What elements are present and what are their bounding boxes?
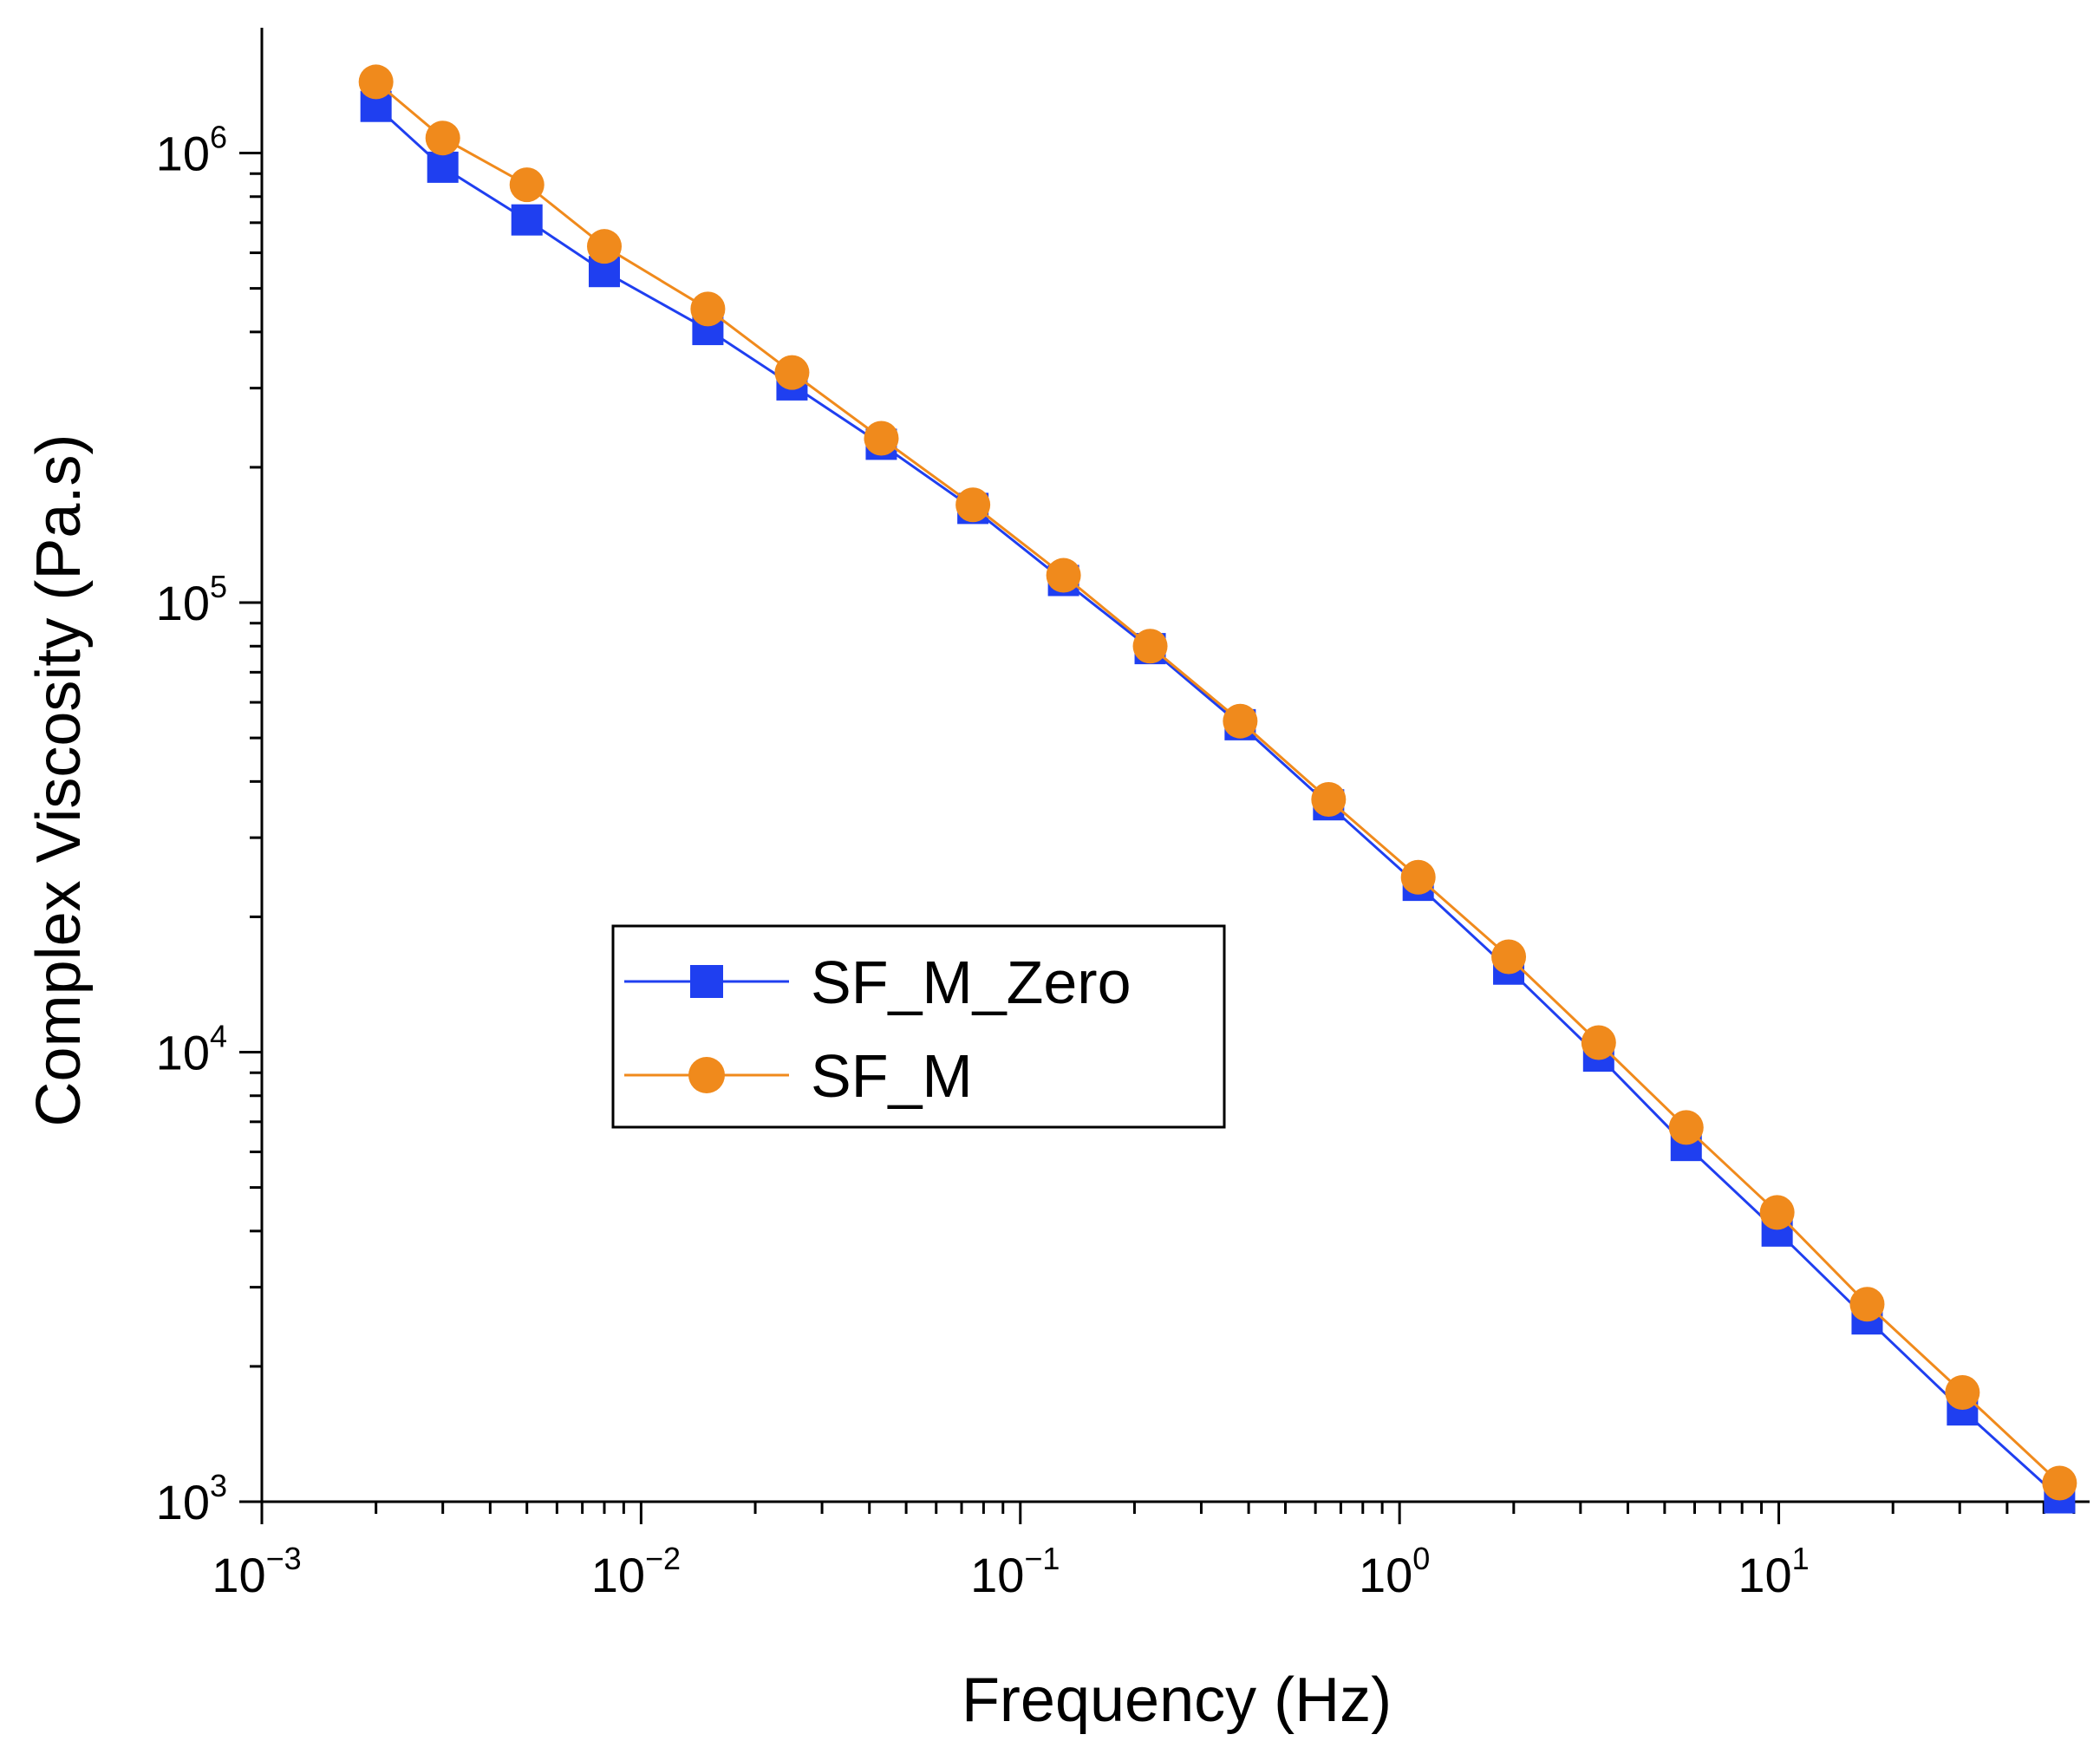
data-point-sf-m — [509, 167, 545, 203]
data-point-sf-m — [1945, 1374, 1980, 1410]
legend: SF_M_Zero SF_M — [611, 924, 1226, 1129]
series-line-sf-m — [375, 81, 2061, 1484]
data-point-sf-m — [1223, 703, 1258, 739]
data-point-sf-m — [586, 229, 622, 264]
data-point-sf-m — [1132, 629, 1168, 664]
x-tick-label: 10−3 — [212, 1541, 301, 1602]
legend-entry-sf-m-zero: SF_M_Zero — [624, 949, 1132, 1016]
x-axis-title: Frequency (Hz) — [962, 1666, 1392, 1735]
plot-axes — [260, 28, 2090, 1503]
data-point-sf-m — [955, 487, 991, 523]
x-tick-exponent: −1 — [1024, 1541, 1060, 1576]
x-axis-ticks: 10−3 10−2 10−1 100 101 — [212, 1502, 2076, 1602]
data-point-sf-m — [690, 291, 726, 327]
series-line-sf-m-zero — [375, 105, 2061, 1499]
data-point-sf-m — [1668, 1110, 1704, 1145]
data-point-sf-m — [358, 64, 394, 100]
data-point-sf-m — [774, 355, 810, 390]
data-point-sf-m-zero — [427, 151, 459, 183]
data-point-sf-m — [1400, 859, 1436, 895]
data-point-sf-m — [1491, 939, 1527, 975]
series-sf-m — [358, 64, 2077, 1501]
data-point-sf-m — [1046, 558, 1081, 593]
data-point-sf-m — [1759, 1195, 1795, 1230]
series-sf-m-zero — [360, 90, 2076, 1514]
y-tick-exponent: 4 — [210, 1019, 227, 1054]
data-point-sf-m-zero — [511, 204, 543, 236]
data-point-sf-m — [1311, 781, 1347, 817]
series-layer — [358, 64, 2077, 1514]
legend-label-sf-m: SF_M — [811, 1042, 973, 1110]
y-tick-label: 104 — [156, 1019, 227, 1080]
data-point-sf-m — [1849, 1287, 1885, 1322]
y-tick-label: 103 — [156, 1468, 227, 1529]
x-tick-label: 10−2 — [591, 1541, 681, 1602]
data-point-sf-m — [864, 421, 899, 456]
y-axis-ticks: 103 104 105 106 — [156, 120, 262, 1529]
y-tick-exponent: 5 — [210, 569, 227, 604]
legend-label-sf-m-zero: SF_M_Zero — [811, 949, 1132, 1016]
x-tick-label: 10−1 — [970, 1541, 1060, 1602]
y-tick-exponent: 6 — [210, 120, 227, 155]
x-tick-exponent: −3 — [266, 1541, 302, 1576]
data-point-sf-m — [425, 121, 460, 156]
x-tick-label: 101 — [1738, 1541, 1809, 1602]
square-marker-icon — [690, 965, 723, 998]
x-tick-exponent: 1 — [1792, 1541, 1810, 1576]
circle-marker-icon — [688, 1057, 725, 1093]
x-tick-exponent: 0 — [1412, 1541, 1430, 1576]
y-axis-title: Complex Viscosity (Pa.s) — [24, 434, 94, 1127]
y-tick-label: 106 — [156, 120, 227, 181]
data-point-sf-m — [1581, 1025, 1616, 1060]
x-tick-exponent: −2 — [645, 1541, 681, 1576]
y-tick-exponent: 3 — [210, 1468, 227, 1503]
data-point-sf-m — [2042, 1465, 2077, 1501]
y-tick-label: 105 — [156, 569, 227, 630]
legend-entry-sf-m: SF_M — [624, 1042, 973, 1110]
legend-box — [611, 924, 1226, 1129]
x-tick-label: 100 — [1359, 1541, 1430, 1602]
